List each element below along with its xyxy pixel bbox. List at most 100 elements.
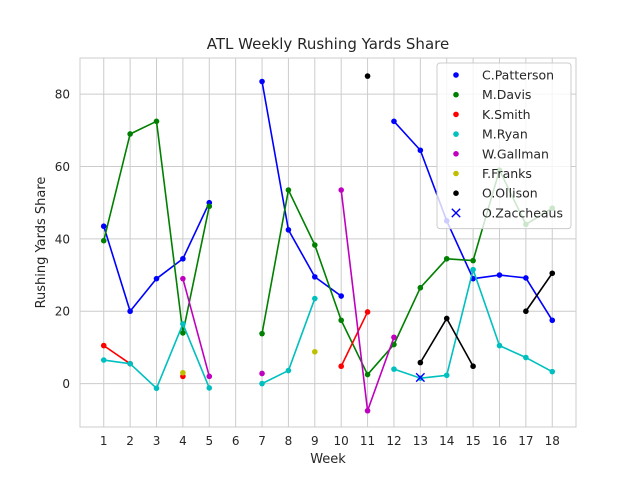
x-tick-label: 11 — [360, 434, 375, 448]
x-tick-label: 8 — [285, 434, 293, 448]
series-line-segment — [340, 311, 369, 368]
data-point — [312, 295, 318, 302]
data-point — [259, 380, 265, 387]
data-point — [364, 371, 371, 378]
series-line-segment — [419, 374, 448, 379]
x-tick-label: 5 — [205, 434, 213, 448]
series-line-segment — [419, 257, 448, 289]
data-point — [364, 309, 371, 315]
data-point — [153, 275, 160, 282]
series-line-segment — [102, 225, 131, 313]
data-point — [180, 369, 186, 376]
series-line-segment — [525, 356, 554, 373]
data-point — [312, 348, 318, 355]
data-point — [312, 242, 318, 248]
legend-label: F.Franks — [482, 166, 532, 181]
series-line-segment — [182, 205, 211, 334]
x-axis-label: Week — [310, 452, 346, 467]
series-line-segment — [445, 268, 474, 377]
legend-marker — [453, 72, 459, 78]
x-tick-label: 6 — [232, 434, 240, 448]
series-line-segment — [525, 272, 554, 313]
x-tick-label: 13 — [413, 434, 428, 448]
data-point — [417, 147, 424, 154]
legend-label: M.Ryan — [482, 127, 528, 142]
series-o-ollison — [364, 73, 556, 370]
data-point — [127, 308, 133, 315]
series-f-franks — [180, 348, 318, 376]
legend-marker — [453, 190, 459, 196]
legend-marker — [453, 91, 459, 98]
series-line-segment — [498, 344, 527, 359]
data-point — [443, 255, 450, 262]
series-line-segment — [340, 189, 369, 412]
series-line-segment — [340, 319, 369, 376]
series-line-segment — [182, 201, 211, 260]
series-line-segment — [445, 219, 474, 280]
series-line-segment — [472, 274, 501, 280]
x-tick-label: 10 — [334, 434, 349, 448]
data-point — [100, 342, 107, 349]
data-point — [206, 385, 213, 391]
legend-marker — [453, 170, 459, 177]
data-point — [549, 317, 556, 324]
legend-marker — [453, 111, 459, 118]
data-point — [470, 257, 476, 264]
series-line-segment — [287, 297, 316, 372]
data-point — [180, 321, 186, 327]
data-point — [338, 363, 344, 370]
chart-title: ATL Weekly Rushing Yards Share — [207, 35, 449, 53]
legend-marker — [453, 131, 459, 137]
data-point — [285, 367, 292, 374]
data-point — [100, 223, 107, 230]
series-line-segment — [261, 369, 290, 385]
data-point — [523, 308, 529, 315]
data-point — [364, 407, 371, 414]
series-line-segment — [498, 274, 527, 279]
data-point — [496, 272, 503, 278]
data-point — [338, 187, 344, 193]
data-point — [443, 372, 450, 379]
data-point — [470, 266, 476, 273]
series-line-segment — [393, 120, 422, 152]
data-point — [180, 255, 186, 262]
x-tick-label: 16 — [492, 434, 507, 448]
x-tick-label: 4 — [179, 434, 187, 448]
data-point — [391, 334, 397, 341]
series-line-segment — [287, 229, 316, 278]
y-tick-label: 80 — [55, 88, 70, 102]
series-line-segment — [129, 120, 158, 135]
legend-frame — [436, 62, 572, 230]
x-tick-label: 15 — [465, 434, 480, 448]
series-o-zaccheaus — [415, 372, 426, 383]
data-point — [285, 187, 292, 193]
legend-label: C.Patterson — [482, 68, 554, 83]
series-m-ryan — [100, 266, 556, 392]
data-point — [496, 342, 503, 349]
series-line-segment — [393, 368, 422, 379]
data-point — [523, 275, 529, 281]
data-point — [415, 372, 426, 383]
data-point — [470, 363, 476, 370]
x-tick-label: 2 — [126, 434, 134, 448]
series-line-segment — [155, 257, 184, 280]
data-point — [153, 385, 160, 392]
legend-marker — [451, 208, 461, 218]
series-line-segment — [472, 268, 501, 347]
y-axis-label: Rushing Yards Share — [34, 177, 49, 309]
data-point — [364, 73, 371, 79]
series-line-segment — [419, 317, 448, 364]
series-line-segment — [102, 359, 131, 365]
data-point — [523, 354, 529, 361]
y-tick-label: 0 — [62, 377, 70, 391]
series-line-segment — [129, 362, 158, 390]
legend-label: O.Zaccheaus — [482, 205, 563, 220]
x-tick-label: 18 — [545, 434, 560, 448]
data-point — [153, 118, 160, 125]
series-line-segment — [129, 277, 158, 313]
series-line-segment — [314, 244, 342, 322]
x-tick-label: 12 — [386, 434, 401, 448]
y-tick-label: 60 — [55, 160, 70, 174]
